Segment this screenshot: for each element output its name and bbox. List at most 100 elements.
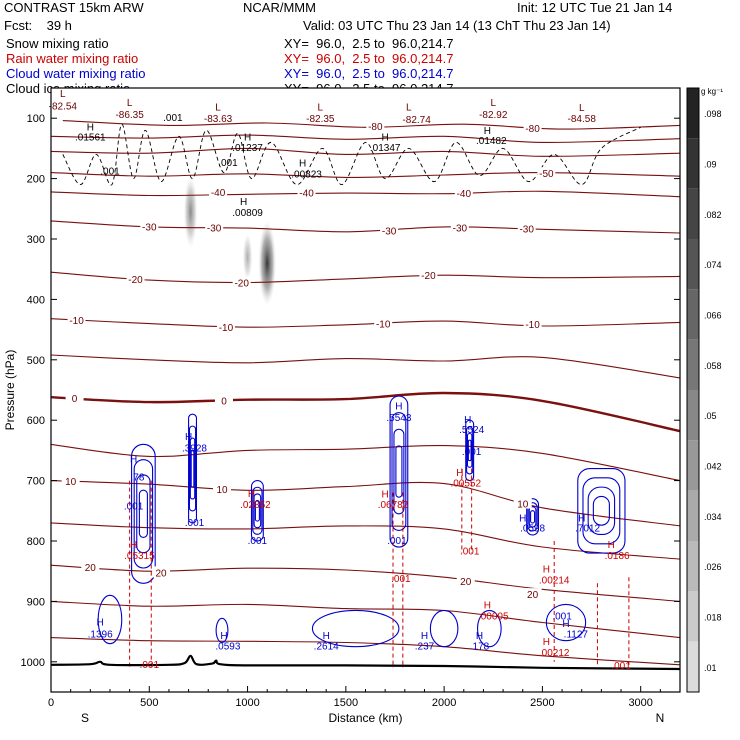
contour-label-bg [61, 475, 80, 487]
colorbar-tick-label: .01 [704, 663, 717, 673]
temperature-contour [51, 391, 680, 433]
point-label: H [87, 122, 94, 133]
point-label: .01482 [476, 136, 507, 147]
contour-label-bg [232, 276, 251, 288]
temperature-contour [62, 120, 680, 130]
colorbar-segment [687, 339, 699, 390]
cloud-water-contour [138, 489, 148, 538]
x-axis-title: Distance (km) [328, 711, 402, 725]
contour-label-bg [513, 497, 532, 509]
point-label: H [299, 159, 306, 170]
contour-label: -10 [376, 320, 391, 331]
point-label: H [456, 468, 463, 479]
cloud-water-contour [545, 603, 587, 642]
contour-label-bg [213, 483, 232, 495]
y-tick-label: 500 [27, 355, 45, 367]
cloud-water-contour [253, 493, 262, 529]
temperature-contour [51, 443, 680, 482]
header-center: NCAR/MMM [243, 0, 316, 15]
cloud-water-contour [188, 413, 198, 524]
point-label: .5524 [459, 425, 484, 436]
cloud-ice-shading [258, 220, 277, 306]
cloud-water-contour [592, 495, 610, 526]
temperature-contour [51, 564, 680, 602]
point-label: .2614 [314, 642, 339, 653]
snow-contour [62, 123, 641, 186]
contour-label-bg [297, 186, 316, 198]
contour-label: -10 [219, 323, 234, 334]
temperature-contour [51, 480, 680, 527]
contour-label: -40 [211, 188, 226, 199]
cloud-water-contour [393, 428, 405, 515]
colorbar-segment [687, 641, 699, 692]
point-label: .001 [140, 660, 160, 671]
point-label: .0598 [520, 523, 545, 534]
point-label: .001 [100, 166, 120, 177]
temperature-contour [51, 600, 680, 639]
cloud-water-contour [577, 467, 626, 554]
point-label: H [562, 619, 569, 630]
cloud-water-contour [530, 510, 536, 524]
point-label: -82.74 [402, 115, 431, 126]
point-label: .00214 [539, 575, 570, 586]
point-label: .5543 [386, 413, 411, 424]
cloud-water-contour [466, 432, 473, 468]
point-label: .00005 [478, 612, 509, 623]
point-label: H [543, 564, 550, 575]
contour-label: 20 [85, 563, 97, 574]
point-label: H [185, 432, 192, 443]
colorbar-tick-label: .018 [704, 613, 722, 623]
temperature-contour [51, 147, 680, 157]
y-tick-label: 800 [27, 536, 45, 548]
contour-label: 10 [517, 500, 529, 511]
x-end-label-left: S [81, 711, 89, 725]
legend-cloud-water-label: Cloud water mixing ratio [6, 66, 146, 81]
point-label: .1127 [564, 630, 589, 641]
point-label: .02852 [240, 500, 271, 511]
colorbar-unit: g kg⁻¹ [701, 87, 723, 96]
contour-label-bg [537, 167, 556, 179]
legend-rain-xy: XY= 96.0, 2.5 to 96.0,214.7 [284, 51, 454, 66]
contour-label-bg [380, 224, 399, 236]
cloud-water-contour [215, 617, 229, 644]
temperature-contour [51, 318, 680, 328]
contour-label: 0 [221, 396, 227, 407]
point-label: H [476, 631, 483, 642]
contour-label: -40 [299, 188, 314, 199]
point-label: L [406, 102, 412, 113]
colorbar-tick-label: .026 [704, 562, 722, 572]
point-label: .001 [163, 113, 183, 124]
cloud-water-contour [391, 412, 407, 531]
cloud-water-contour [527, 502, 538, 532]
point-label: .001 [462, 447, 482, 458]
point-label: H [248, 489, 255, 500]
y-tick-label: 200 [27, 174, 45, 186]
point-label: .001 [218, 158, 238, 169]
contour-label-bg [126, 272, 145, 284]
colorbar-tick-label: .09 [704, 160, 717, 170]
contour-label-bg [65, 391, 84, 403]
point-label: L [579, 103, 585, 114]
point-label: .001 [460, 546, 480, 557]
colorbar-tick-label: .074 [704, 260, 722, 270]
contour-label: 10 [65, 477, 77, 488]
colorbar-tick-label: .05 [704, 411, 717, 421]
contour-label-bg [419, 269, 438, 281]
contour-label-bg [523, 318, 542, 330]
point-label: H [323, 631, 330, 642]
cloud-water-contour [528, 506, 537, 528]
contour-label-bg [152, 566, 171, 578]
point-label: -84.58 [568, 114, 597, 125]
point-label: -82.92 [479, 110, 508, 121]
x-tick-label: 2000 [432, 697, 456, 709]
point-label: H [608, 540, 615, 551]
point-label: H [519, 514, 526, 525]
cloud-water-contour [250, 480, 264, 542]
contour-label: -50 [539, 169, 554, 180]
point-label: -83.63 [204, 114, 233, 125]
x-tick-label: 2500 [530, 697, 554, 709]
point-label: .001 [552, 612, 572, 623]
temperature-contour [51, 522, 680, 560]
point-label: .00823 [291, 169, 322, 180]
point-label: L [127, 98, 133, 109]
